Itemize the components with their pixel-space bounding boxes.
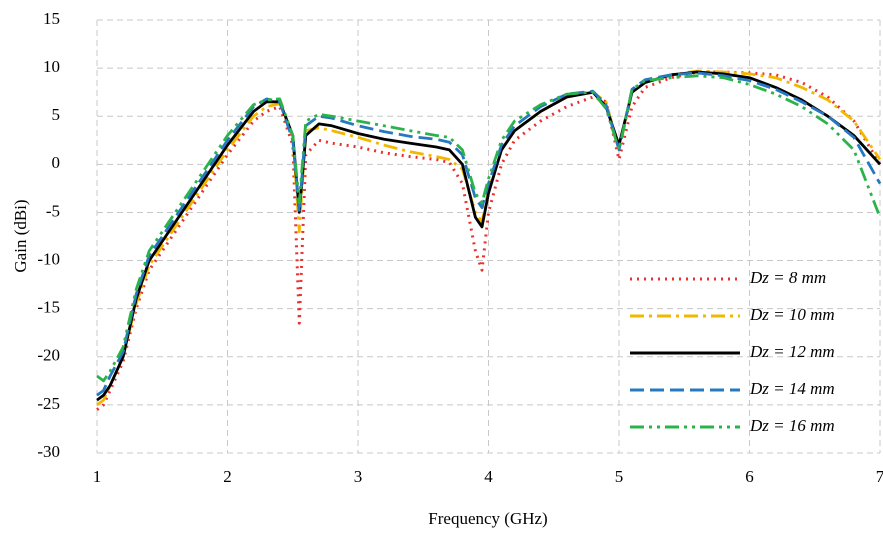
y-tick-label: -30 bbox=[37, 442, 60, 461]
x-tick-label: 2 bbox=[223, 467, 232, 486]
x-tick-label: 4 bbox=[484, 467, 493, 486]
legend-label: Dz = 10 mm bbox=[749, 305, 835, 324]
y-tick-label: 15 bbox=[43, 9, 60, 28]
y-tick-label: 0 bbox=[52, 153, 61, 172]
series-line bbox=[96, 70, 882, 402]
x-tick-label: 5 bbox=[615, 467, 624, 486]
y-axis-label: Gain (dBi) bbox=[11, 199, 30, 272]
y-tick-label: -10 bbox=[37, 249, 60, 268]
y-tick-label: -20 bbox=[37, 346, 60, 365]
y-tick-label: -5 bbox=[46, 201, 60, 220]
legend-label: Dz = 16 mm bbox=[749, 416, 835, 435]
y-tick-label: 10 bbox=[43, 57, 60, 76]
series-line bbox=[96, 74, 882, 383]
x-tick-label: 3 bbox=[354, 467, 363, 486]
x-tick-label: 6 bbox=[745, 467, 754, 486]
y-tick-label: -15 bbox=[37, 298, 60, 317]
y-tick-label: 5 bbox=[52, 105, 61, 124]
series-line bbox=[96, 71, 882, 397]
legend-label: Dz = 14 mm bbox=[749, 379, 835, 398]
legend-label: Dz = 8 mm bbox=[749, 268, 826, 287]
y-tick-label: -25 bbox=[37, 394, 60, 413]
x-tick-label: 1 bbox=[93, 467, 102, 486]
x-tick-label: 7 bbox=[876, 467, 883, 486]
legend-label: Dz = 12 mm bbox=[749, 342, 835, 361]
x-axis-label: Frequency (GHz) bbox=[428, 509, 547, 528]
